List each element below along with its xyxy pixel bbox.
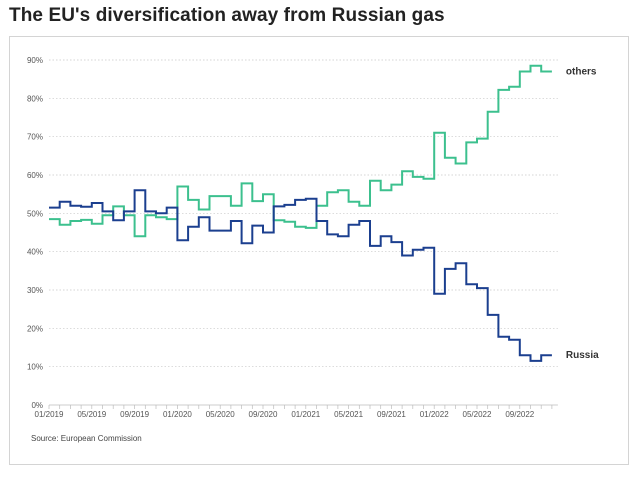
x-tick-label: 05/2022 [463, 410, 492, 419]
series-line-russia [49, 189, 552, 362]
x-tick-label: 09/2021 [377, 410, 406, 419]
series-label-others: others [566, 67, 597, 78]
x-tick-label: 01/2020 [163, 410, 192, 419]
chart-panel: 0% 10% 20% 30% 40% 50% 60% 70% 80% 90% 01/2019 05/… [9, 36, 629, 465]
y-tick-label: 70% [27, 133, 43, 142]
x-tick-label: 05/2019 [77, 410, 106, 419]
y-tick-label: 10% [27, 363, 43, 372]
x-tick-label: 09/2019 [120, 410, 149, 419]
chart: 0% 10% 20% 30% 40% 50% 60% 70% 80% 90% 01/2019 05/… [27, 56, 599, 419]
y-tick-label: 90% [27, 56, 43, 65]
grid-lines [49, 59, 558, 368]
y-tick-label: 40% [27, 248, 43, 257]
x-tick-label: 09/2020 [249, 410, 278, 419]
series-lines [49, 64, 552, 362]
x-tick-label: 05/2020 [206, 410, 235, 419]
x-tick-label: 05/2021 [334, 410, 363, 419]
x-tick-label: 01/2022 [420, 410, 449, 419]
page-title: The EU's diversification away from Russi… [9, 5, 445, 26]
y-tick-label: 60% [27, 171, 43, 180]
series-line-others [49, 64, 552, 238]
y-tick-label: 0% [31, 401, 43, 410]
x-axis-tick-labels: 01/2019 05/2019 09/2019 01/2020 05/2020 09/20… [35, 410, 535, 419]
y-tick-label: 20% [27, 324, 43, 333]
x-tick-label: 01/2019 [35, 410, 64, 419]
series-label-russia: Russia [566, 350, 599, 361]
source-note: Source: European Commission [31, 434, 142, 443]
x-axis [48, 404, 558, 409]
x-tick-label: 09/2022 [505, 410, 534, 419]
y-tick-label: 80% [27, 94, 43, 103]
y-tick-label: 50% [27, 209, 43, 218]
x-tick-label: 01/2021 [291, 410, 320, 419]
y-axis-tick-labels: 0% 10% 20% 30% 40% 50% 60% 70% 80% 90% [27, 56, 43, 410]
series-end-labels: others Russia [566, 67, 599, 362]
y-tick-label: 30% [27, 286, 43, 295]
